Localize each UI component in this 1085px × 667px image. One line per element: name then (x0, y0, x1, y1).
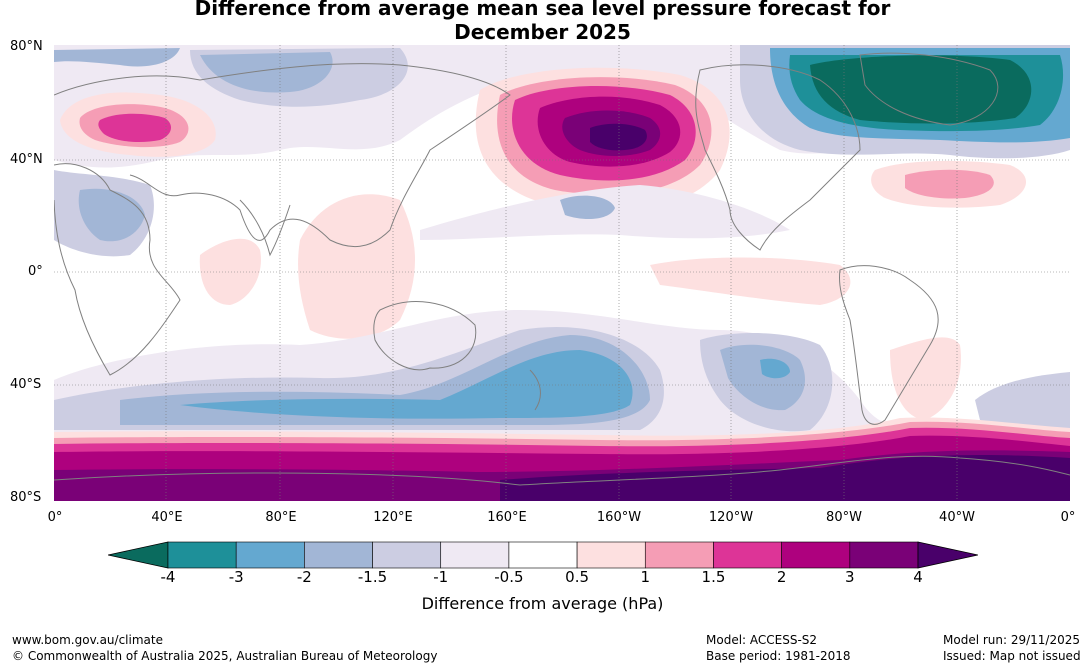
lat-label-40n: 40°N (10, 152, 43, 167)
coast-north-america (695, 64, 861, 251)
colorbar-tick-label: 0.5 (565, 568, 590, 586)
footer-model-name: Model: ACCESS-S2 (706, 633, 818, 647)
footer-run: Model run: 29/11/2025 Issued: Map not is… (943, 632, 1081, 664)
anomaly-pos-central-asia-3 (98, 113, 172, 142)
colorbar-segment (781, 541, 851, 569)
graticule (54, 45, 1070, 501)
anomaly-pos-antarctic-6 (500, 455, 1070, 501)
colorbar-segment (576, 541, 646, 569)
lat-label-80s: 80°S (10, 490, 42, 505)
colorbar-segment (167, 541, 237, 569)
lat-label-40s: 40°S (10, 377, 42, 392)
colorbar-segment (849, 541, 919, 569)
colorbar-tick-label: 1.5 (701, 568, 726, 586)
colorbar-extend-low (108, 541, 169, 569)
coast-new-zealand (529, 369, 541, 411)
colorbar-tick-label: -1.5 (357, 568, 388, 586)
anomaly-blue-north-asia-2 (200, 52, 333, 93)
map-title: Difference from average mean sea level p… (0, 0, 1085, 44)
footer-model-run: Model run: 29/11/2025 (943, 633, 1081, 647)
colorbar-segment (235, 541, 305, 569)
lon-label-40e: 40°E (151, 510, 183, 525)
coastlines (54, 52, 1070, 486)
anomaly-pos-indian (199, 238, 261, 305)
lon-label-0-left: 0° (47, 510, 63, 525)
coast-south-america (839, 265, 939, 425)
anomaly-neg-south-pac-4 (760, 358, 790, 379)
colorbar-tick-label: -0.5 (494, 568, 524, 586)
anomaly-blue-west-asia-2 (78, 188, 145, 242)
colorbar-segment (508, 541, 578, 569)
colorbar-segment (713, 541, 782, 569)
coast-greenland (859, 52, 999, 126)
colorbar (108, 541, 978, 569)
lon-label-80w: 80°W (826, 510, 862, 525)
lon-label-160e: 160°E (487, 510, 527, 525)
anomaly-neg-south-belt-4 (180, 350, 633, 419)
pressure-anomaly-map (54, 45, 1070, 501)
lon-label-120w: 120°W (708, 510, 754, 525)
anomaly-blue-europe (54, 48, 180, 67)
lat-label-0: 0° (28, 264, 43, 279)
colorbar-extend-high (917, 541, 978, 569)
colorbar-tick-label: -3 (228, 568, 244, 586)
footer-copyright: © Commonwealth of Australia 2025, Austra… (12, 649, 438, 663)
anomaly-neg-mpac-2 (560, 195, 615, 220)
footer-left: www.bom.gov.au/climate © Commonwealth of… (12, 632, 437, 664)
anomaly-pos-natl-2 (905, 169, 994, 199)
colorbar-tick-label: -2 (296, 568, 312, 586)
colorbar-tick-label: -1 (433, 568, 449, 586)
anomaly-neg-arctic-4 (810, 55, 1032, 124)
lon-label-120e: 120°E (373, 510, 413, 525)
footer-model: Model: ACCESS-S2 Base period: 1981-2018 (706, 632, 851, 664)
title-line-1: Difference from average mean sea level p… (194, 0, 891, 20)
title-line-2: December 2025 (454, 20, 631, 44)
lat-label-80n: 80°N (10, 39, 43, 54)
colorbar-tick-label: 1 (640, 568, 651, 586)
colorbar-segment (644, 541, 714, 569)
anomaly-neg-south-satl (975, 372, 1070, 431)
anomaly-pos-eqpac (650, 257, 851, 305)
colorbar-tick-label: -4 (160, 568, 176, 586)
coast-africa (54, 163, 181, 376)
colorbar-tick-label: 3 (845, 568, 855, 586)
coast-australia (373, 301, 477, 371)
colorbar-segment (304, 541, 373, 569)
anomaly-pos-maritime (298, 194, 415, 339)
lon-label-160w: 160°W (596, 510, 642, 525)
anomaly-pos-satl (890, 337, 961, 420)
anomaly-pos-npac-6 (590, 123, 647, 151)
anomaly-neg-south-pac-3 (720, 344, 805, 411)
footer-issued: Issued: Map not issued (943, 649, 1081, 663)
lon-label-80e: 80°E (265, 510, 297, 525)
coast-india (239, 199, 291, 257)
colorbar-tick-label: 4 (913, 568, 923, 586)
lon-label-0-right: 0° (1060, 510, 1076, 525)
coast-antarctica (54, 455, 1070, 486)
colorbar-tick-label: 2 (776, 568, 787, 586)
coast-europe-asia (54, 63, 511, 248)
colorbar-label: Difference from average (hPa) (421, 594, 664, 613)
colorbar-segment (372, 541, 442, 569)
colorbar-segment (440, 541, 510, 569)
lon-label-40w: 40°W (939, 510, 975, 525)
map-area: 80°N 40°N 0° 40°S 80°S 0° 40°E 80°E 120°… (10, 39, 1076, 525)
footer-url: www.bom.gov.au/climate (12, 633, 163, 647)
footer-base-period: Base period: 1981-2018 (706, 649, 851, 663)
